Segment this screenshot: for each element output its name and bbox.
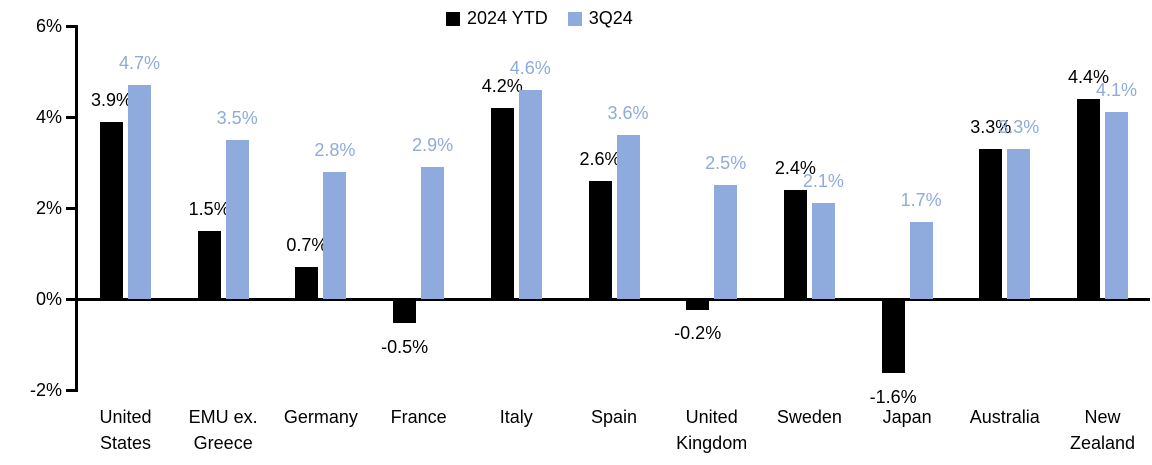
bar-3q24 — [323, 171, 347, 299]
category-label-line: States — [99, 433, 152, 453]
legend-label-2024-ytd: 2024 YTD — [467, 8, 548, 28]
bar-value-label: 3.3% — [970, 116, 1012, 137]
bar-3q24 — [811, 203, 835, 299]
category-label-line: Germany — [283, 407, 358, 427]
y-axis-tick-label: 6% — [35, 16, 62, 36]
x-axis-line — [75, 297, 1150, 301]
bar-value-label: 1.5% — [188, 198, 230, 219]
category-label-line: Kingdom — [676, 433, 748, 453]
bar-value-label: 4.7% — [118, 53, 161, 74]
legend-item-2024-ytd: 2024 YTD — [446, 8, 548, 29]
category-label-line: Greece — [193, 433, 253, 453]
category-label: Germany — [265, 404, 377, 430]
y-axis-tick — [66, 297, 75, 301]
bar-value-label: 4.4% — [1067, 66, 1110, 87]
bar-3q24 — [225, 139, 249, 299]
bar-2024-ytd — [100, 121, 123, 299]
category-label: EMU ex. Greece — [167, 404, 279, 456]
bar-3q24 — [1007, 148, 1031, 299]
category-label-line: Australia — [969, 407, 1040, 427]
chart-legend: 2024 YTD 3Q24 — [446, 8, 633, 29]
bar-value-label: 3.3% — [998, 116, 1040, 137]
bar-3q24 — [128, 85, 151, 299]
bar-value-label: 3.5% — [216, 107, 258, 128]
bar-3q24 — [421, 167, 445, 299]
category-label-line: United — [685, 407, 738, 427]
bar-3q24 — [518, 89, 542, 299]
bar-value-label: 2.5% — [705, 153, 747, 174]
bar-2024-ytd — [686, 300, 710, 310]
bar-2024-ytd — [393, 300, 417, 324]
category-label: Spain — [558, 404, 670, 430]
bar-2024-ytd — [783, 189, 807, 299]
category-label-line: Japan — [882, 407, 932, 427]
bar-2024-ytd — [490, 107, 514, 299]
y-axis-tick — [66, 206, 75, 210]
category-label-line: EMU ex. — [188, 407, 258, 427]
y-axis-tick-label: 4% — [35, 107, 62, 127]
bar-2024-ytd — [979, 148, 1003, 299]
bar-value-label: -0.2% — [674, 323, 722, 344]
bar-2024-ytd — [881, 300, 905, 374]
bar-value-label: 4.2% — [481, 75, 523, 96]
category-label: Sweden — [753, 404, 865, 430]
bar-2024-ytd — [1077, 98, 1100, 299]
bar-value-label: 2.9% — [412, 135, 454, 156]
y-axis-tick-label: 2% — [35, 198, 62, 218]
bar-value-label: 1.7% — [900, 189, 942, 210]
category-label: United States — [70, 404, 182, 456]
legend-swatch-black-icon — [446, 11, 460, 26]
category-label: New Zealand — [1047, 404, 1152, 456]
bar-3q24 — [714, 185, 738, 299]
bar-value-label: 0.7% — [286, 235, 328, 256]
y-axis-tick — [66, 115, 75, 119]
bar-value-label: 2.1% — [802, 171, 844, 192]
bar-value-label: -1.6% — [869, 386, 917, 407]
bar-3q24 — [616, 135, 640, 299]
y-axis-tick-label: -2% — [29, 380, 62, 400]
category-label: Australia — [949, 404, 1061, 430]
bar-value-label: 3.6% — [607, 103, 649, 124]
category-label-line: United — [99, 407, 152, 427]
legend-label-3q24: 3Q24 — [588, 8, 633, 28]
y-axis-tick — [66, 388, 75, 392]
category-label: France — [363, 404, 475, 430]
bar-value-label: 2.6% — [579, 148, 621, 169]
category-label: Japan — [851, 404, 963, 430]
bar-value-label: 2.8% — [314, 139, 356, 160]
category-label-line: New — [1084, 407, 1121, 427]
category-label-line: Sweden — [776, 407, 842, 427]
bar-3q24 — [1105, 112, 1128, 299]
category-label-line: Zealand — [1069, 433, 1136, 453]
bar-2024-ytd — [295, 267, 319, 299]
y-axis-tick — [66, 24, 75, 28]
bar-value-label: 2.4% — [774, 157, 816, 178]
category-label: United Kingdom — [656, 404, 768, 456]
category-label-line: Spain — [590, 407, 638, 427]
legend-item-3q24: 3Q24 — [567, 8, 633, 29]
bar-2024-ytd — [588, 180, 612, 299]
bar-value-label: 4.6% — [509, 57, 551, 78]
bar-value-label: 4.1% — [1095, 80, 1138, 101]
bar-value-label: -0.5% — [381, 336, 429, 357]
bar-2024-ytd — [197, 230, 221, 299]
category-label-line: Italy — [499, 407, 533, 427]
bar-3q24 — [909, 221, 933, 299]
legend-swatch-blue-icon — [567, 11, 582, 26]
category-label: Italy — [460, 404, 572, 430]
bar-value-label: 3.9% — [90, 89, 133, 110]
y-axis-line — [75, 24, 78, 392]
category-label-line: France — [390, 407, 447, 427]
y-axis-tick-label: 0% — [35, 289, 62, 309]
